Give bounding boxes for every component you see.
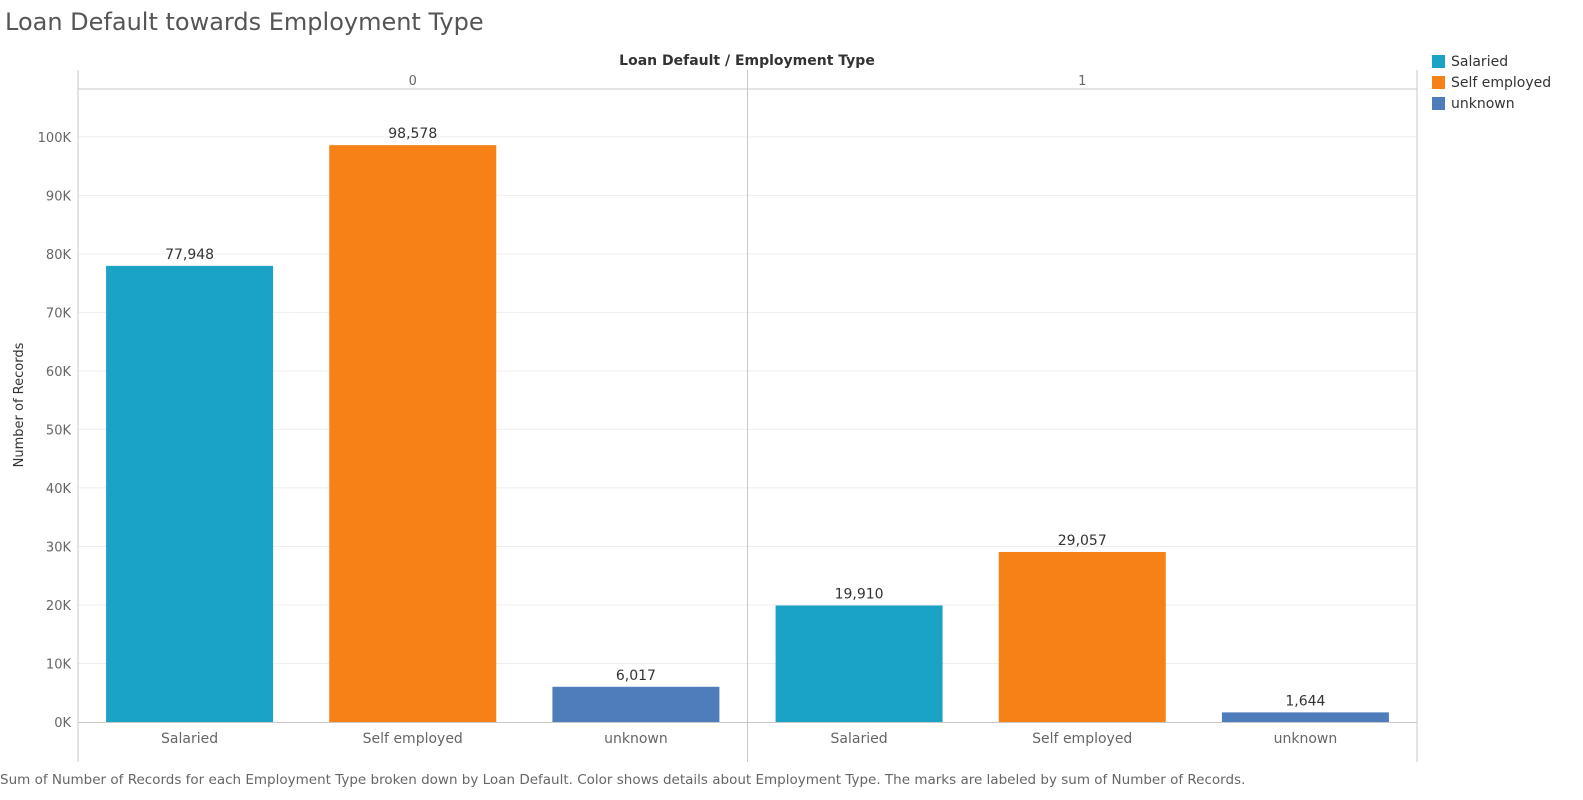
bar bbox=[775, 605, 943, 722]
legend-label-salaried: Salaried bbox=[1451, 53, 1509, 70]
panel-header-label: 1 bbox=[1078, 74, 1086, 89]
data-label: 19,910 bbox=[835, 586, 884, 602]
axes bbox=[77, 70, 1418, 762]
x-tick-label: Self employed bbox=[1032, 731, 1132, 747]
data-label: 1,644 bbox=[1285, 693, 1325, 709]
data-label: 98,578 bbox=[388, 126, 437, 142]
x-tick-label: Self employed bbox=[363, 731, 463, 747]
y-tick-label: 70K bbox=[46, 306, 72, 321]
y-tick-label: 40K bbox=[46, 482, 72, 497]
legend-swatch-self-employed bbox=[1432, 76, 1445, 89]
legend-item-self-employed[interactable]: Self employed bbox=[1432, 72, 1551, 93]
x-tick-label: Salaried bbox=[831, 731, 888, 747]
bars bbox=[106, 145, 1389, 722]
bar bbox=[1221, 712, 1389, 722]
legend-label-self-employed: Self employed bbox=[1451, 74, 1552, 91]
bar bbox=[106, 265, 274, 722]
legend: Salaried Self employed unknown bbox=[1432, 51, 1551, 114]
y-tick-label: 20K bbox=[46, 599, 72, 614]
y-tick-label: 80K bbox=[46, 248, 72, 263]
legend-swatch-salaried bbox=[1432, 55, 1445, 68]
y-tick-label: 100K bbox=[38, 131, 72, 146]
data-label: 6,017 bbox=[616, 668, 656, 684]
y-tick-label: 10K bbox=[46, 657, 72, 672]
legend-swatch-unknown bbox=[1432, 97, 1445, 110]
y-tick-label: 30K bbox=[46, 540, 72, 555]
y-tick-label: 60K bbox=[46, 365, 72, 380]
column-header: Loan Default / Employment Type bbox=[619, 53, 875, 69]
data-label: 77,948 bbox=[165, 247, 214, 263]
labels: 0K 10K 20K 30K 40K 50K 60K 70K 80K 90K 100K 0 77,948… bbox=[38, 74, 1338, 747]
x-tick-label: unknown bbox=[604, 731, 668, 747]
panel-header-label: 0 bbox=[409, 74, 417, 89]
chart-title: Loan Default towards Employment Type bbox=[5, 8, 484, 36]
bar bbox=[998, 551, 1166, 722]
y-axis-title: Number of Records bbox=[12, 342, 27, 467]
x-tick-label: unknown bbox=[1274, 731, 1338, 747]
data-label: 29,057 bbox=[1058, 533, 1107, 549]
bar bbox=[329, 145, 497, 722]
x-tick-label: Salaried bbox=[161, 731, 218, 747]
legend-item-unknown[interactable]: unknown bbox=[1432, 93, 1551, 114]
y-tick-label: 0K bbox=[54, 716, 71, 731]
chart-caption: Sum of Number of Records for each Employ… bbox=[0, 772, 1246, 788]
y-tick-label: 50K bbox=[46, 423, 72, 438]
bar bbox=[552, 686, 720, 722]
legend-label-unknown: unknown bbox=[1451, 95, 1515, 112]
y-tick-label: 90K bbox=[46, 189, 72, 204]
legend-item-salaried[interactable]: Salaried bbox=[1432, 51, 1551, 72]
